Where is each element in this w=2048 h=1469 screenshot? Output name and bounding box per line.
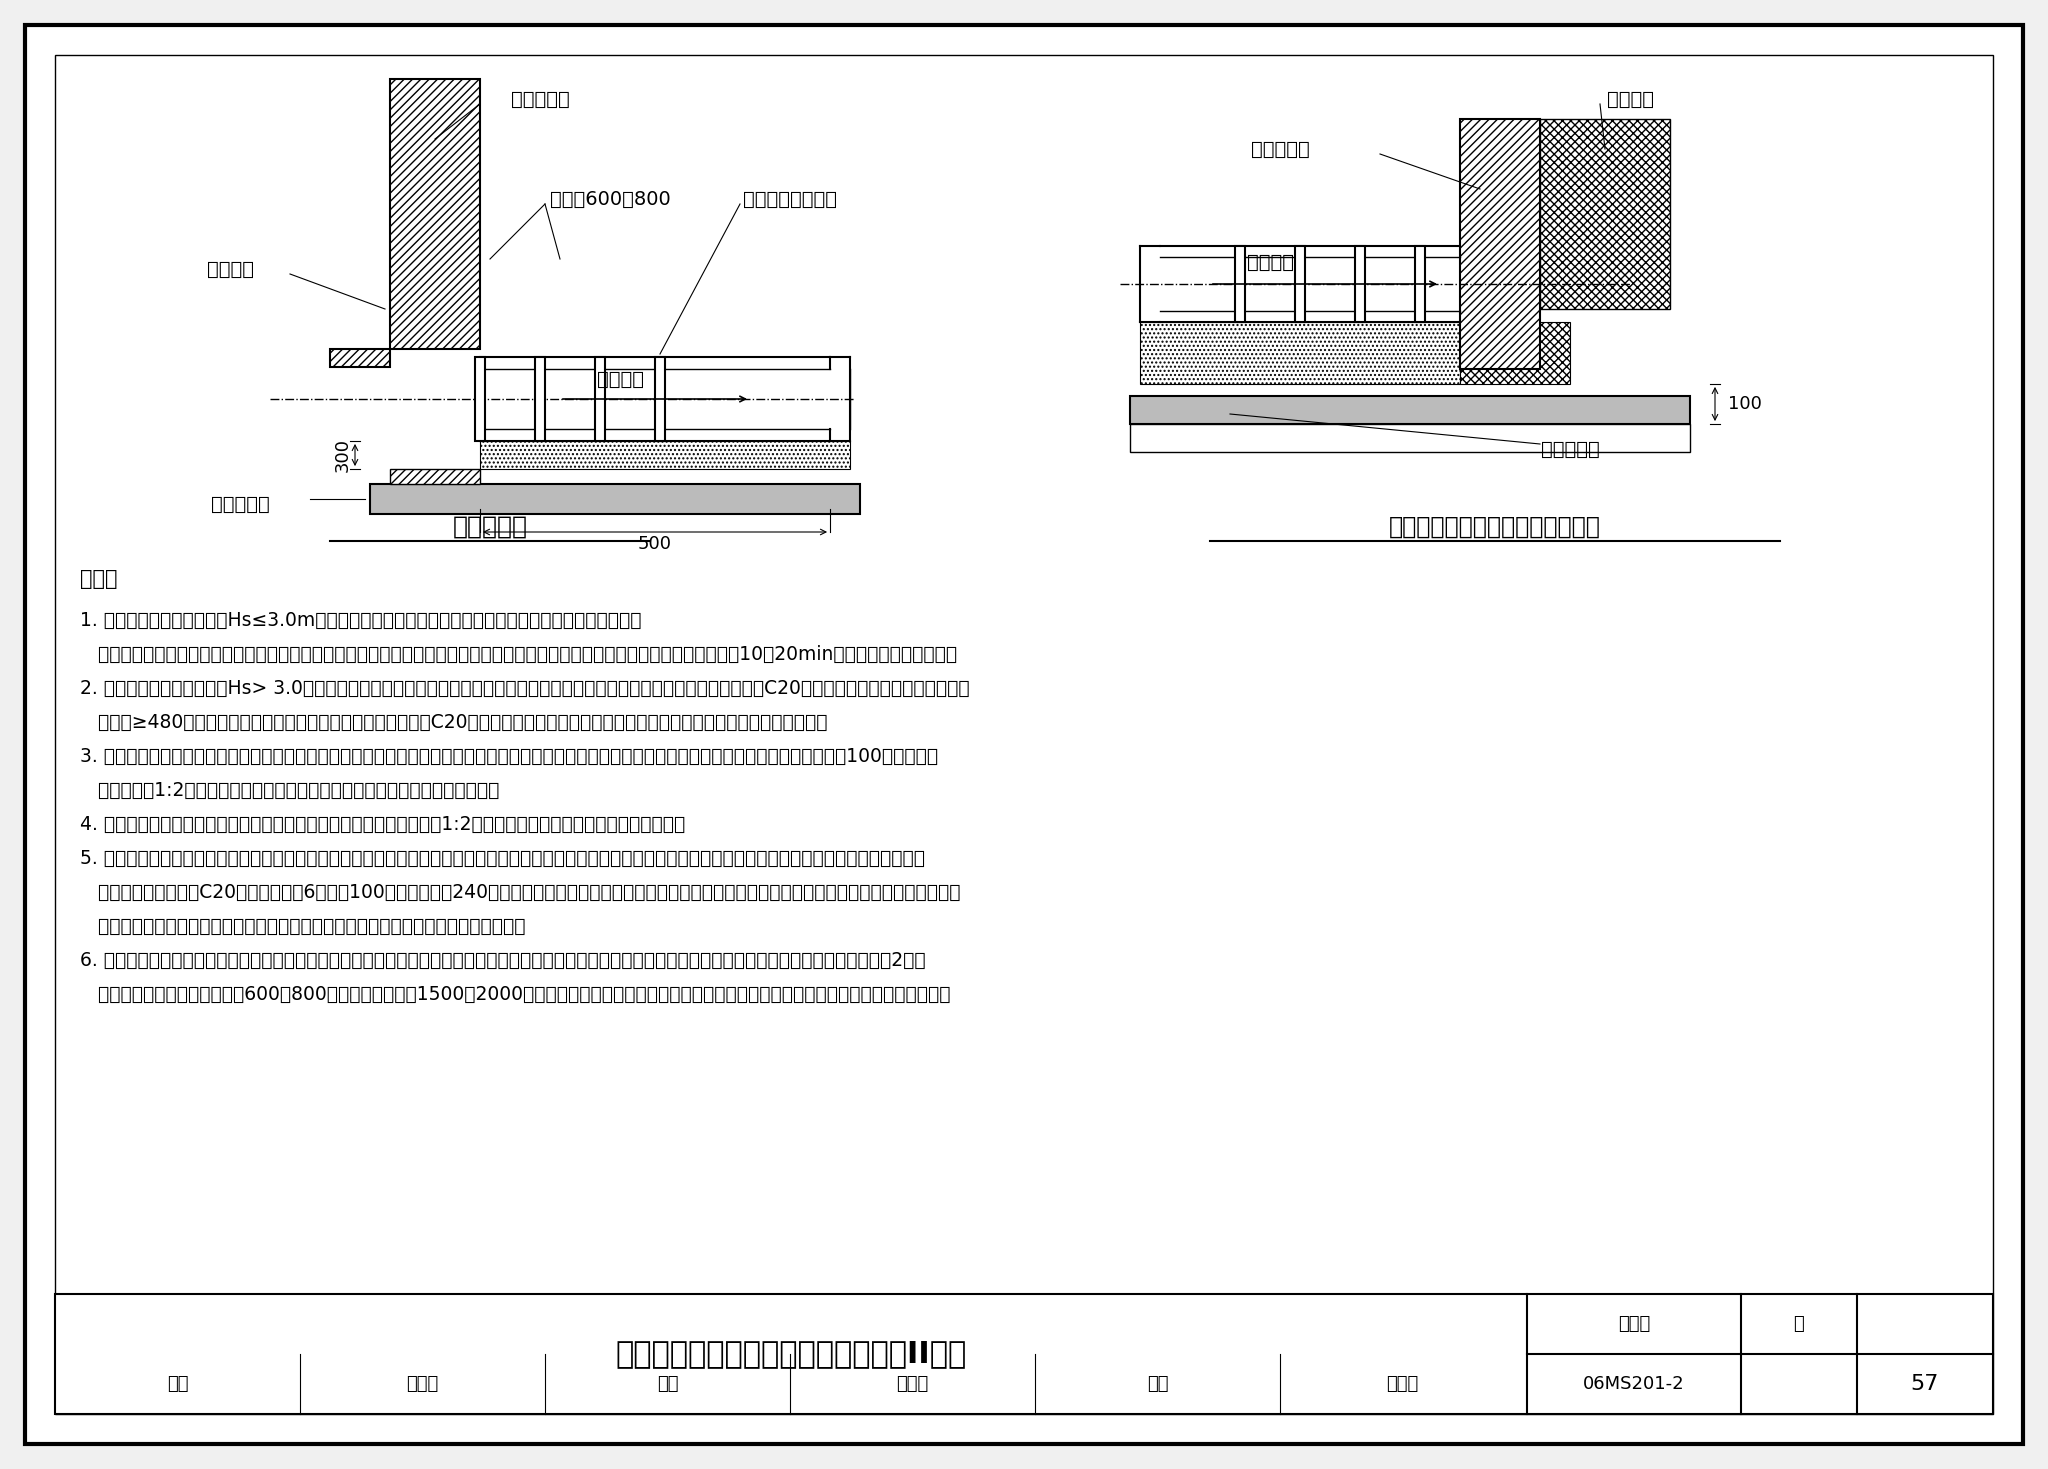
Text: 设计: 设计 — [1147, 1375, 1167, 1393]
Text: 500: 500 — [639, 535, 672, 552]
Bar — [655, 357, 666, 441]
Text: 3. 图（三）适用于先砌筑检查井后敷设管道情况。砌井时应在井壁上按管道轴线标高和管径预留洞口并砌筑成砖拱圈。预留洞口内径不宜小于管材外径加100。管道敷设: 3. 图（三）适用于先砌筑检查井后敷设管道情况。砌井时应在井壁上按管道轴线标高和… — [80, 748, 938, 765]
Text: 软土地基管道与检查井连接（六）: 软土地基管道与检查井连接（六） — [1389, 516, 1602, 539]
Bar — [479, 441, 850, 469]
Text: 先用毛刷或棉纱将管壁外表面清理干净，然后均匀地涂刷一层胶粘剂，紧接着在上面用撒一层干燥的石英砂（或清洁粗砂），固化10～20min，即完成表面粗化处理。: 先用毛刷或棉纱将管壁外表面清理干净，然后均匀地涂刷一层胶粘剂，紧接着在上面用撒一… — [80, 645, 956, 664]
Text: 页: 页 — [1794, 1315, 1804, 1332]
Text: 6. 图（六）适用于软土（淤泥、淤泥质土等软弱土层）地基或不均匀地层上的柔性连接的塑料管道与检查井的连接方式。连接处采用短管过渡段，过渡段由不少于2节短: 6. 图（六）适用于软土（淤泥、淤泥质土等软弱土层）地基或不均匀地层上的柔性连接… — [80, 950, 926, 970]
Bar — [1460, 322, 1571, 383]
Text: 砖砌拱圈: 砖砌拱圈 — [1606, 90, 1653, 109]
Text: 图集号: 图集号 — [1618, 1315, 1651, 1332]
Text: 壁厚度≥480时，也可采用内、外井壁用半砖墙砌筑，中间包封C20混凝土的做法。连接处设遇水膨胀橡胶密封圈能提高连接处的密封性能。: 壁厚度≥480时，也可采用内、外井壁用半砖墙砌筑，中间包封C20混凝土的做法。连… — [80, 712, 827, 732]
Text: 入井壁内，此时，可将橡胶圈预先套在管插口指定部位与管端一起插入混凝土圈梁内。: 入井壁内，此时，可将橡胶圈预先套在管插口指定部位与管端一起插入混凝土圈梁内。 — [80, 917, 526, 936]
Text: 到位后，用1:2水泥砂浆填实管端与洞口之间的缝隙，砂浆内宜掺入微膨胀剂。: 到位后，用1:2水泥砂浆填实管端与洞口之间的缝隙，砂浆内宜掺入微膨胀剂。 — [80, 782, 500, 801]
Text: 赵自明: 赵自明 — [1386, 1375, 1419, 1393]
Text: 100: 100 — [1729, 395, 1761, 413]
Bar — [389, 79, 479, 350]
Text: 砖砌拱圈: 砖砌拱圈 — [207, 260, 254, 279]
Bar — [535, 357, 545, 441]
Bar — [1130, 425, 1690, 452]
Bar — [371, 483, 860, 514]
Bar — [1415, 245, 1425, 322]
Text: 短管长600～800: 短管长600～800 — [549, 190, 670, 209]
Bar — [1540, 119, 1669, 308]
Text: 检查井井壁: 检查井井壁 — [1251, 140, 1309, 159]
Bar — [475, 357, 485, 441]
Text: 57: 57 — [1911, 1374, 1939, 1394]
Text: 06MS201-2: 06MS201-2 — [1583, 1375, 1686, 1393]
Bar — [1235, 245, 1245, 322]
Text: 300: 300 — [334, 438, 352, 472]
Text: 落底检查井: 落底检查井 — [453, 516, 528, 539]
Text: 5. 图（五）为管道与检查井采用橡胶密封圈柔性连接的做法。混凝土圈梁应在管道安装前预刷好，圈梁的内径按相应管径的承插口管材的承口内径尺寸确定。混凝土圈梁: 5. 图（五）为管道与检查井采用橡胶密封圈柔性连接的做法。混凝土圈梁应在管道安装… — [80, 849, 926, 868]
Text: 应明康: 应明康 — [897, 1375, 928, 1393]
Text: 审核: 审核 — [166, 1375, 188, 1393]
Text: 检查井井壁: 检查井井壁 — [510, 90, 569, 109]
Bar — [389, 469, 479, 483]
Bar — [1460, 119, 1540, 369]
Text: 检查井底板: 检查井底板 — [1540, 439, 1599, 458]
Bar — [1294, 245, 1305, 322]
Text: 管柔性连接而成，每节短管长600～800。过渡段总长可取1500～2000。柔性连接可采用承插式、套筒式等橡胶密封圈接口。过渡段与检查井采用刚性连接。: 管柔性连接而成，每节短管长600～800。过渡段总长可取1500～2000。柔性… — [80, 986, 950, 1003]
Text: 出水方向: 出水方向 — [596, 370, 643, 388]
Text: 的强度等级应不低于C20，最小壁厚应6不小于100，长度不小于240。混凝土圈梁应密实，内壁要平滑、无鼓包。混凝土圈梁安装时应按管道轴线和标高水泥砂浆砌: 的强度等级应不低于C20，最小壁厚应6不小于100，长度不小于240。混凝土圈梁… — [80, 883, 961, 902]
Text: 说明：: 说明： — [80, 569, 117, 589]
Text: 马中驹: 马中驹 — [406, 1375, 438, 1393]
Bar — [1141, 322, 1460, 383]
Text: 2. 图（二）适用于管顶覆土Hs> 3.0外壁平整的管材。当管道敷设到位，砌筑检查井时，对上、下游管道接入检查井部分采用现浇C20混凝土包封。当管顶以下检查井井: 2. 图（二）适用于管顶覆土Hs> 3.0外壁平整的管材。当管道敷设到位，砌筑检… — [80, 679, 969, 698]
Text: 埋地塑料排水管道与检查井的连接（II型）: 埋地塑料排水管道与检查井的连接（II型） — [614, 1340, 967, 1369]
Text: 校对: 校对 — [657, 1375, 678, 1393]
Bar — [1356, 245, 1366, 322]
Text: 1. 图（一）适用于管顶覆土Hs≤3.0m的外壁平整的管材。与检查井连接处的管外壁粗化处理工艺如下：: 1. 图（一）适用于管顶覆土Hs≤3.0m的外壁平整的管材。与检查井连接处的管外… — [80, 611, 641, 630]
Text: 4. 图（四）适用于外壁异型的结构壁管材。检查井与管道连接处应采用1:2防水砂浆，砂浆要饱满，以提高防渗效果。: 4. 图（四）适用于外壁异型的结构壁管材。检查井与管道连接处应采用1:2防水砂浆… — [80, 815, 686, 834]
Bar — [596, 357, 604, 441]
Text: 进水方向: 进水方向 — [1247, 253, 1294, 272]
Bar — [55, 1294, 1993, 1415]
Bar — [1130, 397, 1690, 425]
Bar — [330, 350, 389, 367]
Text: 套筒及橡胶密封圈: 套筒及橡胶密封圈 — [743, 190, 838, 209]
Text: 检查井底板: 检查井底板 — [211, 495, 270, 514]
